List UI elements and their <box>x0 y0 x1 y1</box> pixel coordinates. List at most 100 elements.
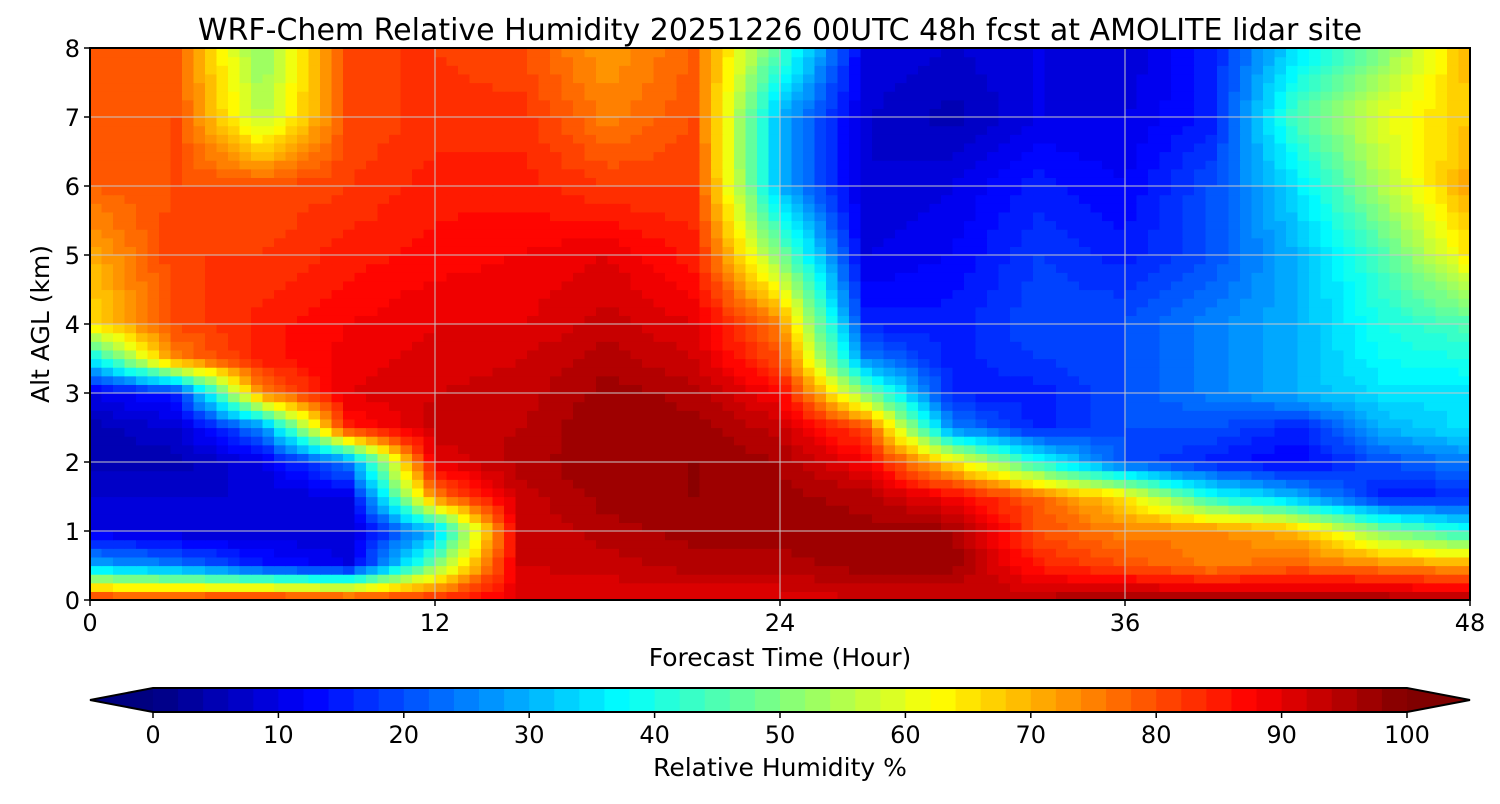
heatmap-cell <box>1263 367 1276 377</box>
heatmap-cell <box>1125 306 1138 316</box>
heatmap-cell <box>550 531 563 541</box>
heatmap-cell <box>757 591 770 601</box>
heatmap-cell <box>1412 470 1425 480</box>
heatmap-cell <box>1217 410 1230 420</box>
heatmap-cell <box>124 375 137 385</box>
heatmap-cell <box>515 522 528 532</box>
heatmap-cell <box>814 548 827 558</box>
heatmap-cell <box>803 341 816 351</box>
heatmap-cell <box>492 470 505 480</box>
heatmap-cell <box>849 444 862 454</box>
heatmap-cell <box>435 444 448 454</box>
heatmap-cell <box>711 453 724 463</box>
heatmap-cell <box>170 531 183 541</box>
heatmap-cell <box>550 565 563 575</box>
heatmap-cell <box>780 384 793 394</box>
heatmap-cell <box>389 539 402 549</box>
heatmap-cell <box>205 315 218 325</box>
heatmap-cell <box>1343 462 1356 472</box>
heatmap-cell <box>699 401 712 411</box>
heatmap-cell <box>906 367 919 377</box>
heatmap-cell <box>377 255 390 265</box>
heatmap-cell <box>331 418 344 429</box>
heatmap-cell <box>446 436 459 446</box>
heatmap-cell <box>642 436 655 446</box>
heatmap-cell <box>136 453 149 463</box>
heatmap-cell <box>435 548 448 558</box>
heatmap-cell <box>343 341 356 351</box>
heatmap-cell <box>1090 263 1103 273</box>
heatmap-cell <box>423 453 436 463</box>
heatmap-cell <box>1228 358 1241 368</box>
heatmap-cell <box>113 574 126 584</box>
heatmap-cell <box>538 367 551 377</box>
heatmap-cell <box>1309 427 1322 437</box>
heatmap-cell <box>366 237 379 247</box>
heatmap-cell <box>136 341 149 351</box>
heatmap-cell <box>1274 401 1287 411</box>
heatmap-cell <box>780 531 793 541</box>
heatmap-cell <box>239 349 252 360</box>
heatmap-cell <box>331 444 344 454</box>
heatmap-cell <box>515 565 528 575</box>
heatmap-cell <box>1228 384 1241 394</box>
heatmap-cell <box>1217 548 1230 558</box>
heatmap-cell <box>469 375 482 385</box>
heatmap-cell <box>826 306 839 316</box>
heatmap-cell <box>320 505 333 515</box>
heatmap-cell <box>964 548 977 558</box>
heatmap-cell <box>607 384 620 394</box>
heatmap-cell <box>1263 298 1276 308</box>
heatmap-cell <box>1228 324 1241 334</box>
heatmap-cell <box>285 280 298 291</box>
heatmap-cell <box>170 444 183 454</box>
heatmap-cell <box>320 513 333 523</box>
heatmap-cell <box>1435 341 1448 351</box>
heatmap-cell <box>1113 246 1126 256</box>
heatmap-cell <box>1159 462 1172 472</box>
heatmap-cell <box>170 479 183 489</box>
heatmap-cell <box>228 306 241 316</box>
heatmap-cell <box>768 255 781 265</box>
heatmap-cell <box>642 237 655 247</box>
heatmap-cell <box>1447 298 1460 308</box>
heatmap-cell <box>458 332 471 342</box>
heatmap-cell <box>550 418 563 429</box>
heatmap-cell <box>1240 565 1253 575</box>
heatmap-cell <box>262 401 275 411</box>
heatmap-cell <box>1056 367 1069 377</box>
heatmap-cell <box>1159 444 1172 454</box>
heatmap-cell <box>1205 427 1218 437</box>
heatmap-cell <box>481 522 494 532</box>
heatmap-cell <box>481 539 494 549</box>
heatmap-cell <box>757 315 770 325</box>
heatmap-cell <box>274 384 287 394</box>
heatmap-cell <box>630 298 643 308</box>
heatmap-cell <box>1378 556 1391 567</box>
heatmap-cell <box>791 324 804 334</box>
heatmap-cell <box>1102 246 1115 256</box>
heatmap-cell <box>1159 539 1172 549</box>
heatmap-cell <box>826 531 839 541</box>
heatmap-cell <box>975 263 988 273</box>
heatmap-cell <box>262 237 275 247</box>
heatmap-cell <box>274 565 287 575</box>
heatmap-cell <box>400 272 413 282</box>
heatmap-cell <box>1240 496 1253 506</box>
heatmap-cell <box>228 522 241 532</box>
heatmap-cell <box>1217 522 1230 532</box>
heatmap-cell <box>1343 384 1356 394</box>
heatmap-cell <box>688 298 701 308</box>
heatmap-cell <box>1113 565 1126 575</box>
heatmap-cell <box>642 505 655 515</box>
heatmap-cell <box>216 410 229 420</box>
heatmap-cell <box>975 332 988 342</box>
heatmap-cell <box>354 237 367 247</box>
heatmap-cell <box>492 444 505 454</box>
heatmap-cell <box>1332 272 1345 282</box>
heatmap-cell <box>1194 263 1207 273</box>
heatmap-cell <box>354 384 367 394</box>
heatmap-cell <box>711 505 724 515</box>
heatmap-cell <box>251 582 264 592</box>
heatmap-cell <box>791 341 804 351</box>
